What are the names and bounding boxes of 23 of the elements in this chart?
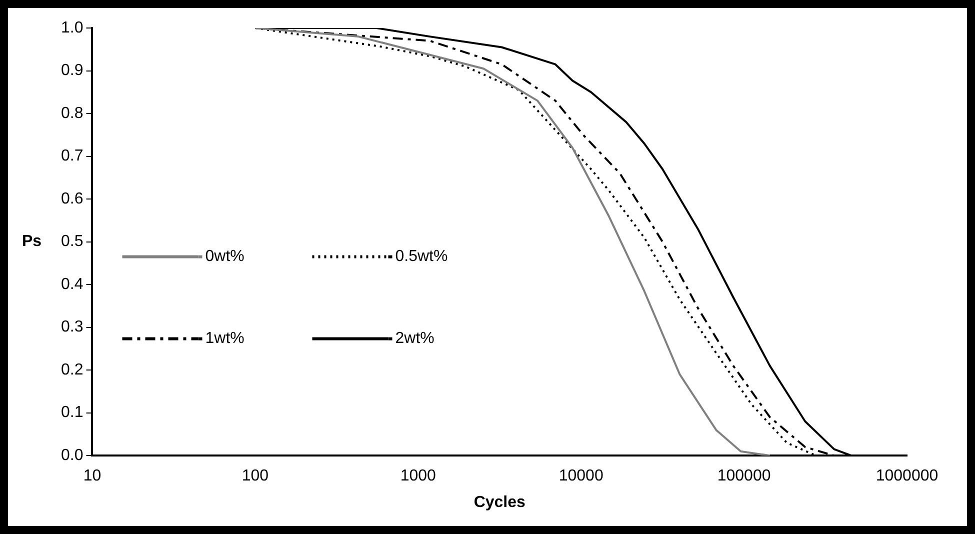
y-tick-label: 0.3 [60, 318, 84, 336]
y-axis-title: Ps [22, 233, 42, 250]
y-tick-label: 0.0 [60, 447, 84, 464]
y-tick-label: 0.8 [60, 104, 84, 122]
x-tick-label: 100000 [717, 468, 771, 485]
y-tick-label: 0.5 [60, 233, 84, 250]
y-tick-label: 0.9 [60, 62, 84, 80]
y-tick-label: 0.2 [60, 361, 84, 378]
x-tick-label: 100 [242, 468, 269, 485]
legend-label: 0wt% [205, 248, 244, 266]
x-tick-label: 10 [83, 468, 102, 485]
y-tick-label: 1.0 [60, 19, 84, 36]
y-tick-label: 0.1 [60, 404, 84, 422]
x-axis-title: Cycles [474, 494, 526, 511]
x-tick-label: 10000 [558, 468, 604, 485]
x-tick-label: 1000 [400, 468, 436, 485]
x-tick-label: 1000000 [876, 468, 938, 485]
legend-label: 2wt% [395, 330, 434, 348]
legend-label: 0.5wt% [395, 248, 448, 266]
y-tick-label: 0.7 [60, 148, 84, 165]
y-tick-label: 0.6 [60, 190, 84, 208]
y-tick-label: 0.4 [60, 276, 84, 293]
legend-label: 1wt% [205, 330, 244, 348]
